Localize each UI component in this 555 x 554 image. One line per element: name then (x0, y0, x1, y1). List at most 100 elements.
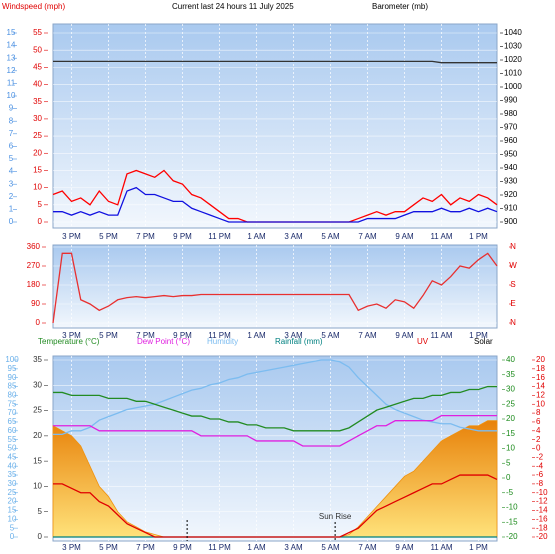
y-tick-label: 6 (9, 142, 14, 151)
y-tick-label: 180 (27, 280, 41, 289)
plot-area (52, 244, 498, 329)
y-tick-label: 55 (8, 435, 17, 444)
y-tick-label: -20 (506, 532, 518, 541)
y-tick-label: -10 (506, 503, 518, 512)
legend-entry: Dew Point (°C) (137, 337, 190, 346)
y-tick-label: 70 (8, 408, 17, 417)
y-tick-label: 30 (506, 385, 515, 394)
x-tick-label: 3 PM (62, 543, 81, 552)
x-tick-label: 11 AM (430, 543, 452, 552)
y-tick-label: 270 (27, 261, 41, 270)
x-tick-label: 9 PM (173, 331, 192, 340)
y-tick-label: 2 (536, 435, 541, 444)
y-tick-label: 6 (536, 417, 541, 426)
y-tick-label: 13 (7, 53, 16, 62)
x-tick-label: 7 PM (136, 232, 155, 241)
y-tick-label: 35 (33, 97, 42, 106)
x-tick-label: 7 AM (358, 331, 377, 340)
x-tick-label: 11 PM (208, 543, 231, 552)
x-tick-label: 7 AM (358, 232, 377, 241)
x-tick-label: 7 PM (136, 331, 155, 340)
y-tick-label: 65 (8, 417, 17, 426)
y-tick-label: 12 (536, 391, 545, 400)
y-tick-label: 10 (33, 482, 42, 491)
y-tick-label: -6 (536, 470, 544, 479)
x-tick-label: 11 PM (208, 331, 231, 340)
x-tick-label: 11 PM (208, 232, 231, 241)
y-tick-label: 55 (33, 28, 42, 37)
y-tick-label: 4 (9, 167, 14, 176)
axis-title: Barometer (mb) (372, 2, 428, 11)
y-tick-label: 5 (9, 154, 14, 163)
y-tick-label: 5 (38, 507, 43, 516)
y-tick-label: 15 (33, 456, 42, 465)
y-tick-label: -20 (536, 532, 548, 541)
legend-entry: Rainfall (mm) (275, 337, 323, 346)
y-tick-label: 910 (504, 204, 518, 213)
y-tick-label: 900 (504, 217, 518, 226)
y-tick-label: 35 (8, 470, 17, 479)
y-tick-label: 60 (8, 426, 17, 435)
series-line (53, 186, 498, 223)
y-tick-label: 990 (504, 96, 518, 105)
y-tick-label: 10 (33, 183, 42, 192)
x-tick-label: 5 AM (321, 543, 340, 552)
y-tick-label: 0 (536, 444, 541, 453)
axis-title: Windspeed (mph) (2, 2, 65, 11)
y-tick-label: 0 (506, 473, 511, 482)
y-tick-label: 15 (506, 429, 515, 438)
y-tick-label: 90 (31, 299, 40, 308)
y-tick-label: 0 (9, 217, 14, 226)
y-tick-label: 20 (33, 148, 42, 157)
y-tick-label: 11 (7, 79, 16, 88)
y-tick-label: 85 (8, 382, 17, 391)
y-tick-label: 360 (27, 242, 41, 251)
y-tick-label: 920 (504, 190, 518, 199)
y-tick-label: 20 (536, 355, 545, 364)
x-tick-label: 3 PM (62, 331, 81, 340)
y-tick-label: S (510, 280, 515, 289)
x-tick-label: 1 PM (469, 543, 488, 552)
y-tick-label: 1010 (504, 69, 522, 78)
y-tick-label: 45 (8, 452, 17, 461)
y-tick-label: -14 (536, 506, 548, 515)
chart-title: Current last 24 hours 11 July 2025 (172, 2, 294, 11)
y-tick-label: 1000 (504, 82, 522, 91)
x-tick-label: 3 AM (284, 543, 303, 552)
y-tick-label: -10 (536, 488, 548, 497)
y-tick-label: 0 (38, 532, 43, 541)
y-tick-label: 75 (8, 399, 17, 408)
y-tick-label: 0 (38, 217, 43, 226)
y-tick-label: -4 (536, 461, 544, 470)
y-tick-label: 35 (506, 370, 515, 379)
y-tick-label: 45 (33, 62, 42, 71)
series-line (52, 252, 498, 324)
y-tick-label: 40 (8, 461, 17, 470)
y-tick-label: 30 (8, 479, 17, 488)
series-line (53, 60, 497, 64)
y-tick-label: 90 (8, 373, 17, 382)
y-tick-label: 960 (504, 136, 518, 145)
y-tick-label: 5 (38, 200, 43, 209)
series-line (53, 474, 498, 538)
y-tick-label: 0 (36, 318, 41, 327)
y-tick-label: 1030 (504, 42, 522, 51)
y-tick-label: 7 (9, 129, 14, 138)
y-tick-label: 970 (504, 123, 518, 132)
x-tick-label: 9 PM (173, 543, 192, 552)
y-tick-label: 0 (10, 532, 15, 541)
x-tick-label: 9 AM (395, 331, 414, 340)
y-tick-label: -16 (536, 514, 548, 523)
legend-entry: Solar (474, 337, 493, 346)
y-tick-label: -12 (536, 497, 548, 506)
y-tick-label: -5 (506, 488, 514, 497)
y-tick-label: 40 (506, 355, 515, 364)
y-tick-label: N (510, 242, 516, 251)
y-tick-label: 1020 (504, 55, 522, 64)
y-tick-label: 15 (8, 506, 17, 515)
y-tick-label: -15 (506, 517, 518, 526)
y-tick-label: 5 (506, 458, 511, 467)
y-tick-label: 1040 (504, 28, 522, 37)
y-tick-label: 940 (504, 163, 518, 172)
y-tick-label: 40 (33, 80, 42, 89)
